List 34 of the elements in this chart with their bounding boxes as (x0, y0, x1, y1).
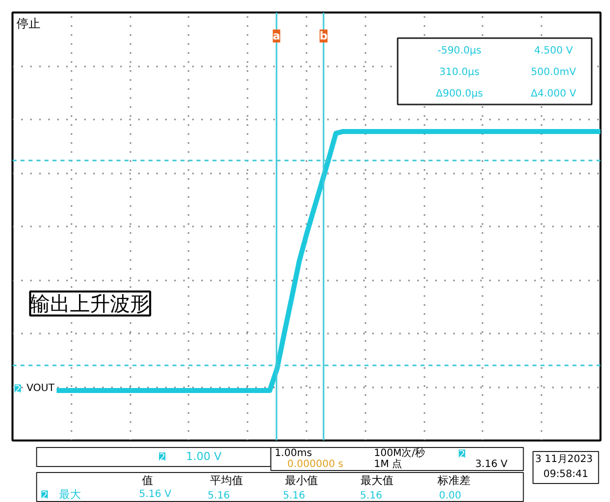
text: a (272, 30, 280, 42)
text: 平均值 (210, 474, 243, 487)
text: 1.00 V (186, 450, 222, 463)
annotation: 2 (14, 384, 21, 396)
text: 5.16 (208, 490, 230, 502)
text: 0.00 (438, 490, 462, 502)
text: 3 11月2023 (535, 454, 593, 465)
text: 2 (159, 452, 166, 464)
text: 最小值 (285, 474, 318, 487)
text: 1.00ms (274, 448, 312, 459)
text: 4.500 V (534, 46, 573, 57)
text: 值 (142, 474, 153, 487)
text: 100M次/秒 (374, 447, 426, 459)
text: 2 (41, 490, 48, 502)
text: Δ4.000 V (530, 88, 576, 100)
text: -590.0µs (437, 46, 482, 57)
text: 2 (458, 450, 466, 460)
legend-label: VOUT (26, 382, 56, 394)
annotation: 输出上升波形 (30, 292, 150, 316)
text: 最大 (58, 488, 81, 501)
text: 1M 点 (374, 458, 402, 470)
text: 最大值 (360, 474, 394, 487)
chart-title: 停止 (16, 16, 40, 30)
text: 5.16 V (139, 489, 172, 500)
text: 09:58:41 (543, 469, 588, 480)
text: 500.0mV (530, 66, 576, 78)
text: 3.16 V (475, 459, 508, 470)
text: 5.16 (282, 490, 306, 502)
text: 0.000000 s (287, 459, 344, 470)
text: 5.16 (360, 490, 382, 502)
text: 标准差 (436, 474, 470, 487)
text: b (320, 30, 328, 42)
text: Δ900.0µs (436, 88, 483, 100)
text: 310.0µs (439, 66, 480, 78)
